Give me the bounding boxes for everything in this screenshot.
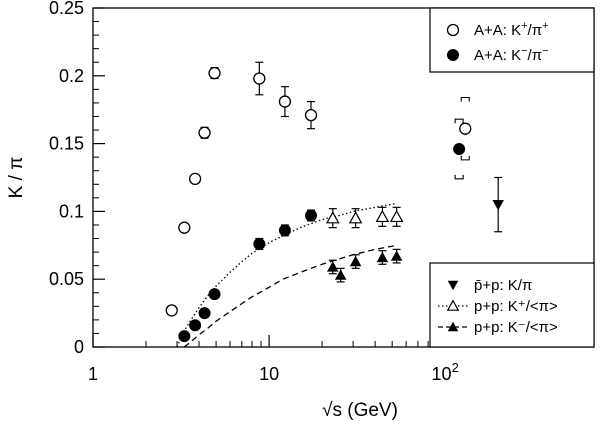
marker-open-triangle-up (389, 209, 404, 223)
marker-filled-circle (208, 288, 221, 301)
series-group (178, 118, 466, 343)
marker-open-circle (198, 126, 211, 139)
y-tick-label: 0.15 (49, 134, 84, 154)
marker-open-circle (253, 72, 266, 85)
ticks-layer: 0 0.05 0.1 0.15 0.2 0.25 1 10 102 (49, 0, 595, 384)
marker-filled-triangle-down (492, 200, 504, 211)
y-tick-label: 0.05 (49, 269, 84, 289)
systematic-bracket (460, 155, 470, 161)
x-tick-label: 102 (432, 360, 459, 384)
points-layer (165, 61, 504, 343)
y-axis-title: K / π (6, 157, 27, 199)
marker-open-circle (446, 23, 460, 37)
plot-frame (92, 7, 595, 348)
marker-open-triangle-up (325, 211, 340, 224)
legend-layer: A+A: K+/π+A+A: K−/π−p̄+p: K/πp+p: K⁺/<π>… (429, 7, 595, 348)
legend-label-part: A+A: K (474, 47, 521, 64)
marker-open-triangle-up (446, 299, 460, 311)
legend-label: p̄+p: K/π (474, 277, 532, 294)
legend-label: A+A: K−/π− (474, 45, 549, 64)
x-axis-title: √s (GeV) (322, 400, 398, 421)
marker-filled-triangle-up (376, 251, 389, 263)
legend-label: A+A: K+/π+ (474, 20, 549, 39)
dotted-fit-curve (176, 202, 397, 348)
marker-filled-triangle-up (390, 250, 403, 261)
systematic-bracket (454, 118, 464, 124)
marker-filled-circle (453, 143, 466, 156)
marker-open-circle (188, 172, 202, 186)
legend-label-part: /π (528, 22, 543, 39)
marker-filled-circle (178, 330, 191, 343)
legend-label-part: + (521, 20, 527, 32)
series-group (165, 61, 472, 317)
legend-box-aa (429, 7, 595, 73)
marker-filled-circle (198, 307, 211, 320)
marker-open-circle (208, 66, 221, 80)
legend-label: p+p: K⁻/<π> (474, 319, 558, 336)
marker-filled-circle (305, 209, 318, 222)
marker-filled-triangle-up (447, 321, 459, 332)
curves-layer (176, 202, 397, 348)
legend-label: p+p: K⁺/<π> (474, 298, 558, 315)
y-tick-label: 0.1 (59, 201, 84, 221)
marker-filled-circle (253, 237, 266, 250)
marker-filled-circle (189, 319, 202, 332)
series-group (325, 206, 404, 229)
marker-filled-triangle-down (447, 280, 459, 291)
x-tick-label: 10 (259, 364, 279, 384)
systematic-bracket (454, 174, 464, 180)
x-tick-exponent: 2 (452, 360, 459, 375)
marker-open-triangle-up (375, 209, 390, 223)
systematic-bracket (460, 96, 470, 102)
marker-open-circle (278, 95, 292, 108)
marker-open-triangle-up (348, 211, 363, 224)
marker-open-circle (304, 108, 318, 122)
series-group (492, 176, 504, 233)
legend-label-part: /π (528, 47, 543, 64)
marker-open-circle (165, 304, 178, 317)
marker-filled-circle (447, 49, 459, 61)
legend-box-pp (429, 262, 595, 348)
legend-label-part: − (542, 45, 548, 57)
y-tick-label: 0.2 (59, 66, 84, 86)
legend-label-part: − (521, 45, 527, 57)
marker-open-circle (459, 122, 472, 135)
dashed-fit-curve (183, 244, 397, 348)
y-tick-label: 0.25 (49, 0, 84, 18)
marker-open-circle (178, 221, 191, 234)
x-tick-label: 1 (88, 364, 98, 384)
legend-label-part: A+A: K (474, 22, 521, 39)
series-group (327, 248, 403, 283)
marker-filled-triangle-up (334, 269, 347, 280)
marker-filled-triangle-up (349, 255, 362, 267)
marker-filled-circle (278, 224, 291, 237)
y-tick-label: 0 (74, 337, 84, 357)
legend-label-part: + (542, 20, 548, 32)
marker-filled-triangle-up (327, 261, 339, 272)
